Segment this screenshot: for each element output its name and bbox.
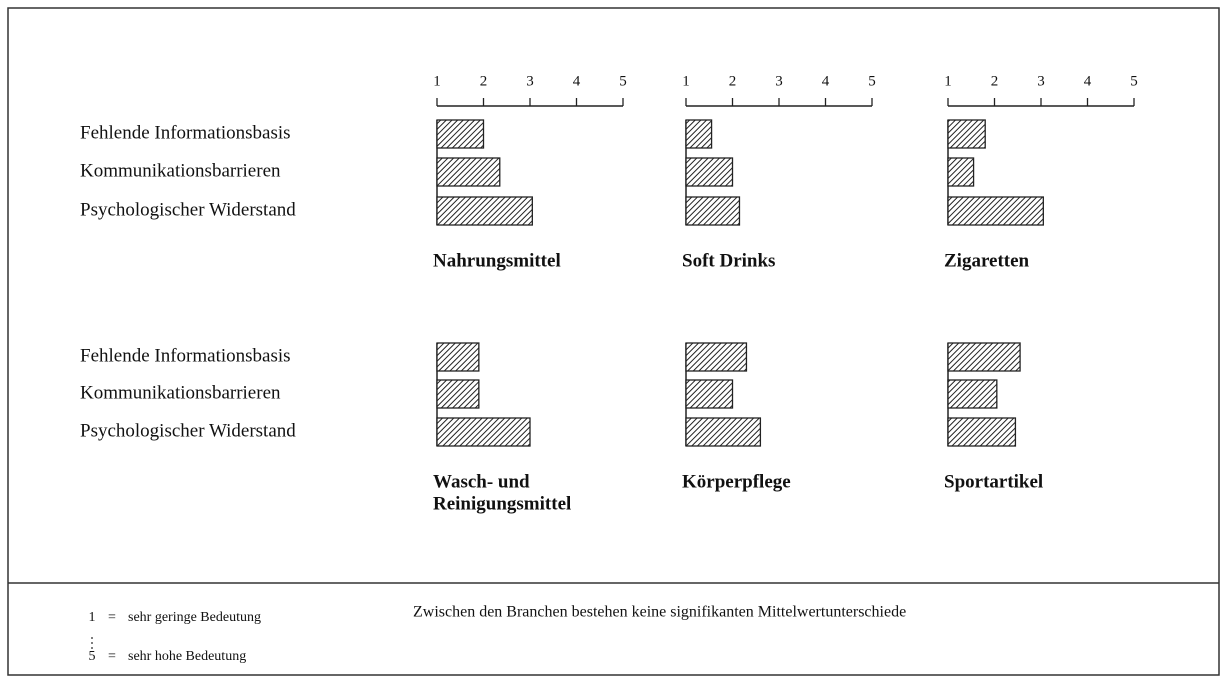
- x-tick-label: 3: [775, 73, 783, 89]
- x-tick-label: 3: [1037, 73, 1045, 89]
- bar: [947, 196, 1044, 226]
- bar: [685, 342, 748, 372]
- bar: [685, 417, 762, 447]
- bar: [947, 417, 1017, 447]
- x-tick-label: 4: [1084, 73, 1092, 89]
- legend-label: sehr geringe Bedeutung: [128, 610, 261, 625]
- chart-title: Wasch- und: [433, 471, 530, 492]
- chart-title: Sportartikel: [944, 471, 1043, 492]
- x-tick-label: 1: [944, 73, 952, 89]
- category-label: Psychologischer Widerstand: [80, 199, 296, 220]
- legend-separator: =: [108, 649, 116, 664]
- legend-separator: =: [108, 610, 116, 625]
- x-tick-label: 1: [682, 73, 690, 89]
- x-tick-label: 4: [822, 73, 830, 89]
- x-tick-label: 2: [991, 73, 999, 89]
- x-tick-label: 5: [619, 73, 627, 89]
- bar: [947, 157, 975, 187]
- bar: [436, 379, 480, 409]
- legend-label: sehr hohe Bedeutung: [128, 649, 246, 664]
- chart-title: Reinigungsmittel: [433, 493, 571, 514]
- x-tick-label: 2: [729, 73, 737, 89]
- bar: [685, 379, 734, 409]
- x-tick-label: 5: [868, 73, 876, 89]
- bar: [947, 342, 1021, 372]
- category-label: Kommunikationsbarrieren: [80, 160, 281, 181]
- bar: [685, 119, 713, 149]
- scale-dots: [91, 637, 93, 649]
- category-label: Psychologischer Widerstand: [80, 420, 296, 441]
- bar: [947, 119, 986, 149]
- bar: [947, 379, 998, 409]
- bar: [685, 157, 734, 187]
- x-tick-label: 3: [526, 73, 534, 89]
- bar: [685, 196, 741, 226]
- legend-value: 1: [89, 610, 96, 625]
- bar: [436, 157, 501, 187]
- chart-title: Soft Drinks: [682, 250, 775, 271]
- chart-title: Zigaretten: [944, 250, 1030, 271]
- bar: [436, 119, 485, 149]
- legend-value: 5: [89, 649, 96, 664]
- bar: [436, 196, 533, 226]
- category-label: Fehlende Informationsbasis: [80, 345, 291, 366]
- remark: Zwischen den Branchen bestehen keine sig…: [413, 604, 906, 621]
- x-tick-label: 1: [433, 73, 441, 89]
- chart-title: Körperpflege: [682, 471, 791, 492]
- bar: [436, 417, 531, 447]
- x-tick-label: 4: [573, 73, 581, 89]
- frame: [7, 7, 1220, 676]
- chart-title: Nahrungsmittel: [433, 250, 561, 271]
- bar: [436, 342, 480, 372]
- category-label: Kommunikationsbarrieren: [80, 382, 281, 403]
- x-tick-label: 2: [480, 73, 488, 89]
- x-tick-label: 5: [1130, 73, 1138, 89]
- category-label: Fehlende Informationsbasis: [80, 122, 291, 143]
